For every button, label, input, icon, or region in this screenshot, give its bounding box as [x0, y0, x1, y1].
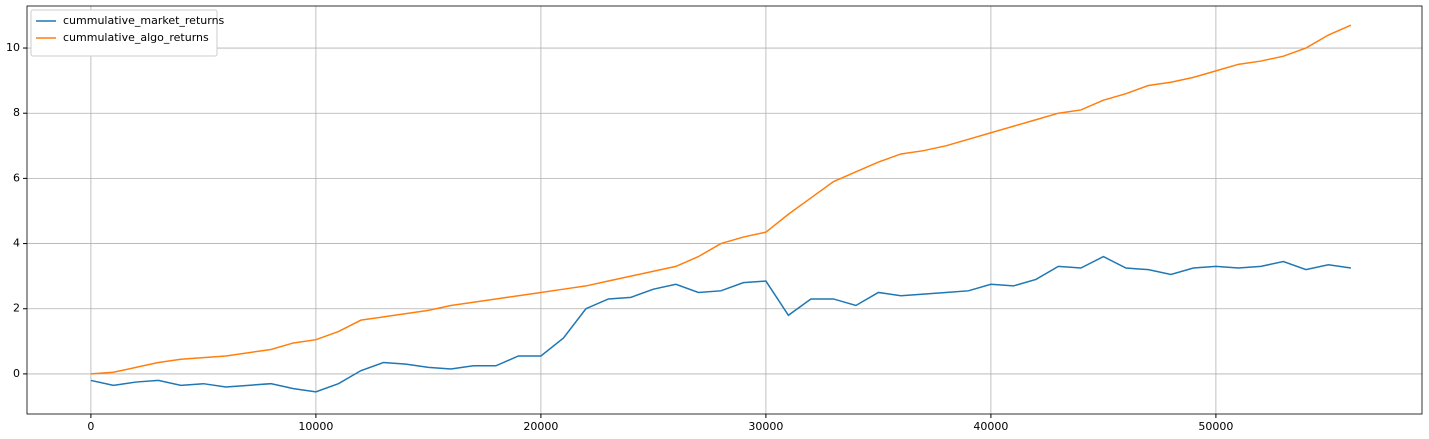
plot-frame [26, 5, 1423, 415]
x-tick-label: 50000 [1198, 420, 1233, 433]
y-tick-label: 0 [13, 367, 20, 380]
series-line [90, 255, 1352, 393]
x-tick-label: 10000 [298, 420, 333, 433]
y-tick-label: 4 [13, 237, 20, 250]
legend-label: cummulative_market_returns [63, 14, 225, 27]
y-tick-label: 8 [13, 106, 20, 119]
y-tick-label: 10 [6, 41, 20, 54]
x-tick-label: 0 [87, 420, 94, 433]
x-tick-label: 30000 [748, 420, 783, 433]
y-tick-label: 6 [13, 171, 20, 184]
x-tick-label: 20000 [523, 420, 558, 433]
legend-label: cummulative_algo_returns [63, 31, 209, 44]
y-tick-label: 2 [13, 302, 20, 315]
series-line [90, 24, 1352, 375]
x-tick-label: 40000 [973, 420, 1008, 433]
legend-box [30, 9, 218, 57]
